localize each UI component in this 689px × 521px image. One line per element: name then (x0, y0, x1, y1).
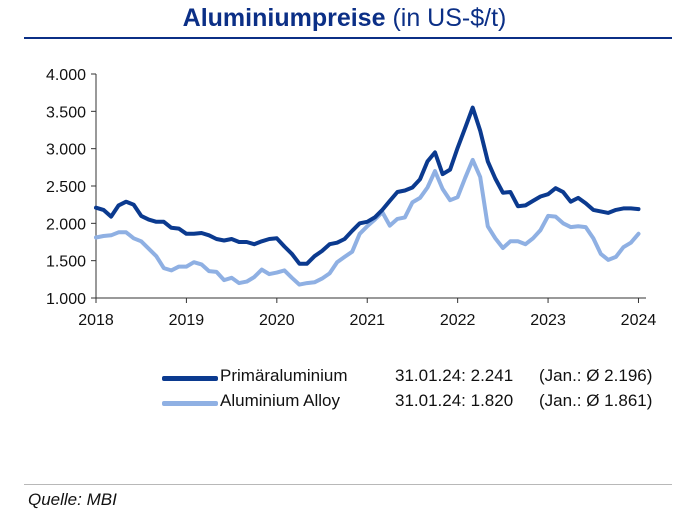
x-tick-label: 2018 (78, 312, 114, 329)
y-tick-label: 2.500 (46, 179, 86, 196)
source-note: Quelle: MBI (28, 490, 117, 509)
x-tick-label: 2020 (259, 312, 295, 329)
legend-average: (Jan.: Ø 1.861) (539, 391, 653, 410)
legend-swatch-primaeraluminium (162, 376, 218, 381)
legend-swatch-aluminium-alloy (162, 401, 218, 406)
y-tick-label: 1.500 (46, 254, 86, 271)
chart-title: Aluminiumpreise (in US-$/t) (0, 4, 689, 33)
series-line-aluminium-alloy (94, 157, 641, 287)
footer-rule (24, 484, 672, 485)
series-line-primaeraluminium (94, 105, 641, 266)
x-tick-label: 2019 (169, 312, 205, 329)
x-tick-label: 2022 (440, 312, 476, 329)
title-main: Aluminiumpreise (182, 4, 386, 32)
title-unit: (in US-$/t) (392, 4, 507, 32)
legend-last-value: 31.01.24: 1.820 (395, 391, 514, 410)
legend-label: Primäraluminium (220, 366, 348, 385)
y-tick-label: 4.000 (46, 67, 86, 84)
y-tick-label: 2.000 (46, 216, 86, 233)
y-tick-label: 3.500 (46, 104, 86, 121)
legend-average: (Jan.: Ø 2.196) (539, 366, 653, 385)
x-tick-label: 2024 (621, 312, 657, 329)
x-tick-label: 2021 (349, 312, 385, 329)
y-tick-label: 1.000 (46, 291, 86, 308)
x-tick-label: 2023 (530, 312, 566, 329)
title-rule (24, 37, 672, 39)
line-chart: 1.000 1.500 2.000 2.500 3.000 3.500 4.000 2018 2… (46, 67, 657, 329)
legend-label: Aluminium Alloy (220, 391, 340, 410)
legend-last-value: 31.01.24: 2.241 (395, 366, 514, 385)
y-tick-label: 3.000 (46, 142, 86, 159)
